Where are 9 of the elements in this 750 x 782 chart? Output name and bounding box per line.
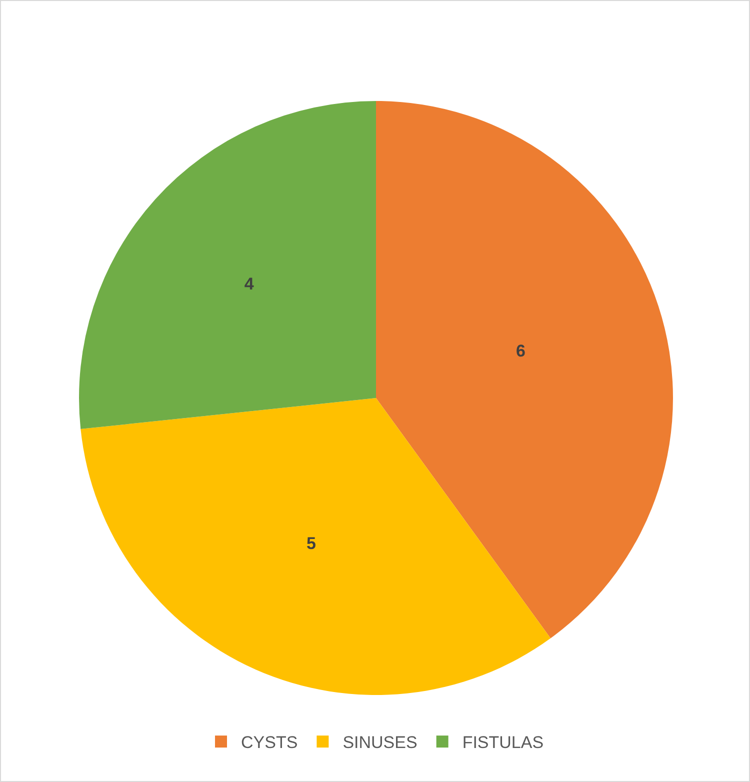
pie-slice (80, 398, 551, 695)
legend-label: FISTULAS (462, 733, 544, 752)
pie-slice (376, 101, 672, 638)
data-label: 5 (306, 534, 316, 553)
legend-label: CYSTS (241, 733, 298, 752)
data-label: 4 (244, 274, 254, 294)
pie-slice (79, 101, 376, 430)
legend-label: SINUSES (342, 733, 418, 752)
data-label: 6 (516, 341, 526, 360)
